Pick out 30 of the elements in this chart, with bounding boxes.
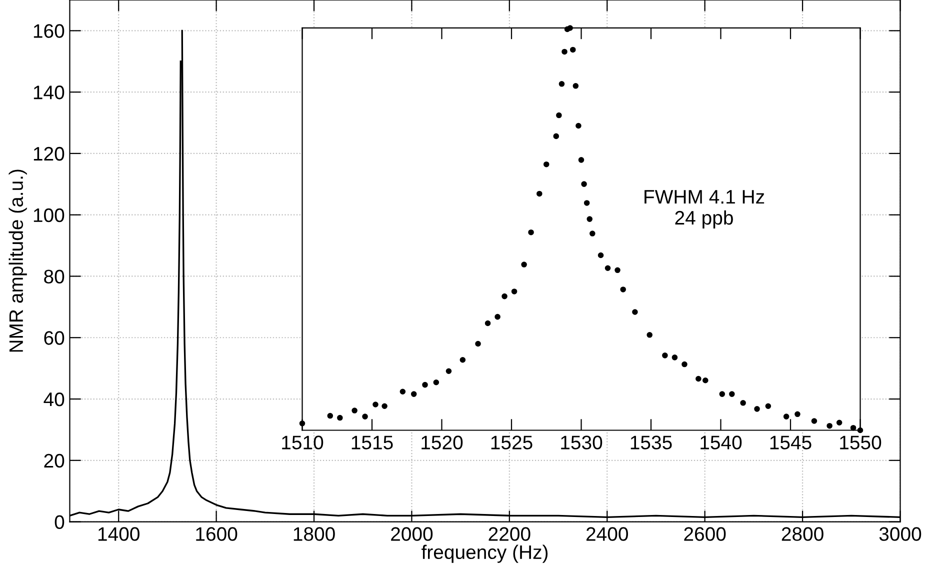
x-tick-label: 3000 bbox=[879, 527, 922, 541]
x-tick-label: 1540 bbox=[700, 436, 742, 450]
x-tick-label: 2600 bbox=[684, 527, 726, 541]
x-tick-label: 2400 bbox=[586, 527, 628, 541]
x-tick-label: 1520 bbox=[422, 436, 463, 450]
x-tick-label: 1535 bbox=[630, 436, 672, 450]
y-tick-label: 120 bbox=[34, 146, 64, 161]
x-tick-label: 1515 bbox=[352, 436, 393, 450]
y-tick-label: 40 bbox=[44, 392, 64, 406]
y-tick-label: 20 bbox=[44, 454, 64, 468]
y-tick-label: 140 bbox=[34, 86, 64, 100]
y-tick-label: 0 bbox=[54, 515, 64, 530]
y-tick-label: 160 bbox=[34, 24, 64, 38]
annotation: FWHM 4.1 Hz 24 ppb bbox=[644, 190, 764, 229]
x-tick-label: 1545 bbox=[770, 436, 812, 450]
x-tick-label: 2000 bbox=[391, 527, 433, 541]
x-tick-label: 1525 bbox=[491, 436, 532, 450]
x-tick-label: 1800 bbox=[294, 527, 335, 541]
x-tick-label: 1550 bbox=[840, 436, 882, 450]
x-tick-label: 2200 bbox=[488, 527, 530, 541]
x-tick-label: 1530 bbox=[561, 436, 602, 450]
y-axis-title: NMR amplitude (a.u.) bbox=[8, 170, 27, 352]
y-tick-label: 100 bbox=[34, 208, 64, 222]
x-tick-label: 2800 bbox=[782, 527, 824, 541]
x-tick-label: 1600 bbox=[196, 527, 238, 541]
x-tick-label: 1400 bbox=[98, 527, 140, 541]
y-tick-label: 60 bbox=[44, 331, 64, 345]
x-tick-label: 1510 bbox=[282, 436, 324, 450]
x-axis-title: frequency (Hz) bbox=[422, 544, 548, 563]
y-tick-label: 80 bbox=[44, 270, 64, 284]
